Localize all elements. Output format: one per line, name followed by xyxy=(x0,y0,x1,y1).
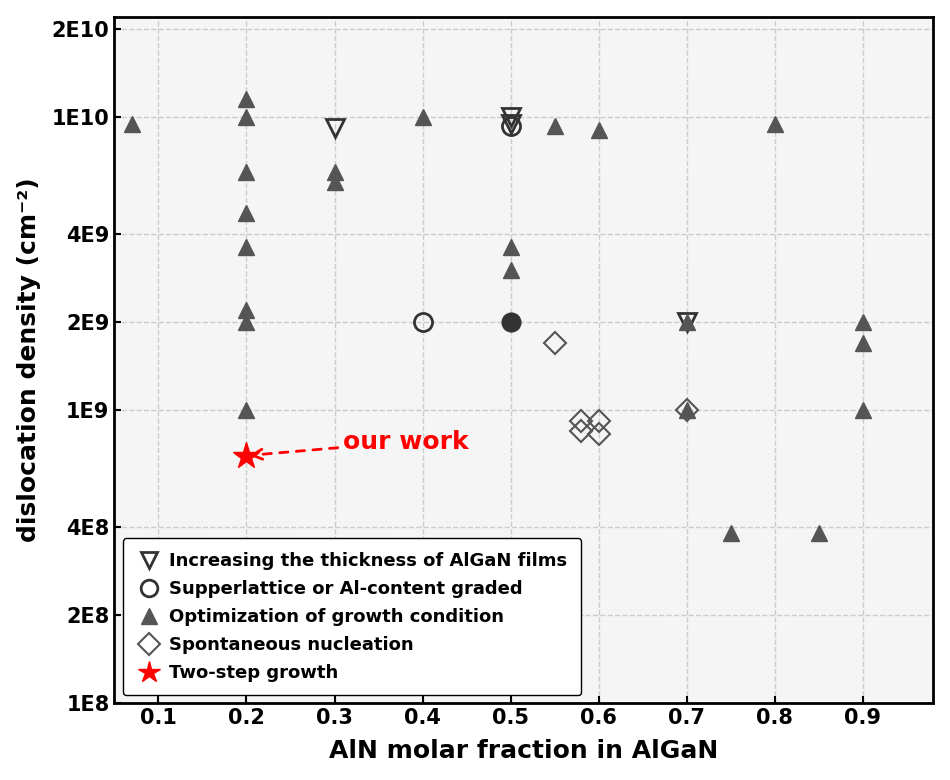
X-axis label: AlN molar fraction in AlGaN: AlN molar fraction in AlGaN xyxy=(330,739,718,764)
Text: our work: our work xyxy=(253,430,469,459)
Legend: Increasing the thickness of AlGaN films, Supperlattice or Al-content graded, Opt: Increasing the thickness of AlGaN films,… xyxy=(123,538,580,695)
Y-axis label: dislocation density (cm⁻²): dislocation density (cm⁻²) xyxy=(17,178,41,542)
